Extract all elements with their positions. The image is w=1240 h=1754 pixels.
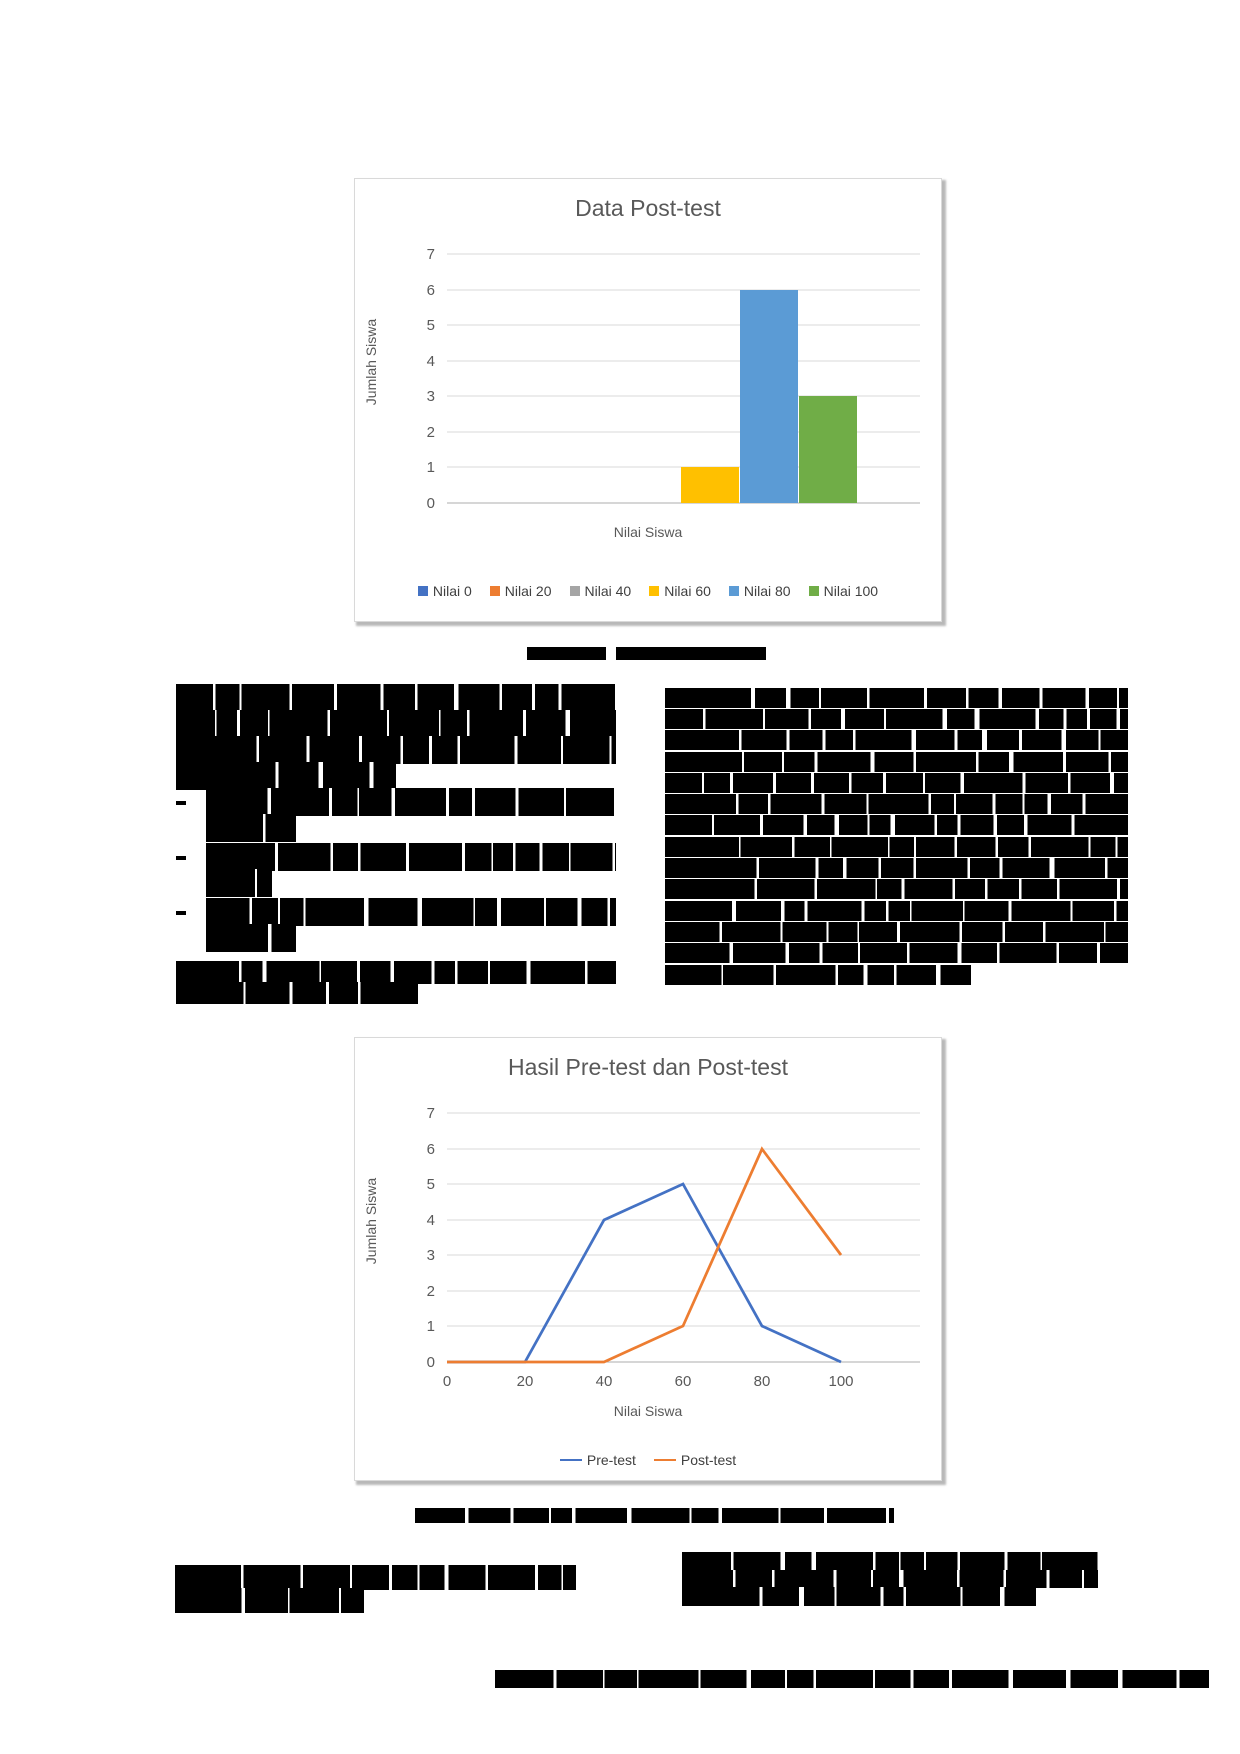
svg-text:3: 3: [427, 1247, 435, 1264]
svg-text:5: 5: [427, 1176, 435, 1193]
svg-text:5: 5: [427, 317, 435, 334]
svg-text:0: 0: [427, 495, 435, 512]
svg-text:60: 60: [675, 1373, 692, 1386]
svg-text:4: 4: [427, 1212, 435, 1229]
svg-text:6: 6: [427, 1141, 435, 1158]
svg-text:7: 7: [427, 246, 435, 263]
svg-text:2: 2: [427, 424, 435, 441]
svg-text:1: 1: [427, 1318, 435, 1335]
svg-text:0: 0: [427, 1354, 435, 1371]
svg-text:80: 80: [754, 1373, 771, 1386]
svg-text:3: 3: [427, 388, 435, 405]
svg-text:4: 4: [427, 353, 435, 370]
svg-text:6: 6: [427, 282, 435, 299]
svg-text:20: 20: [517, 1373, 534, 1386]
svg-text:1: 1: [427, 459, 435, 476]
svg-text:40: 40: [596, 1373, 613, 1386]
svg-text:0: 0: [443, 1373, 451, 1386]
svg-text:2: 2: [427, 1283, 435, 1300]
svg-text:7: 7: [427, 1105, 435, 1122]
svg-text:100: 100: [828, 1373, 853, 1386]
